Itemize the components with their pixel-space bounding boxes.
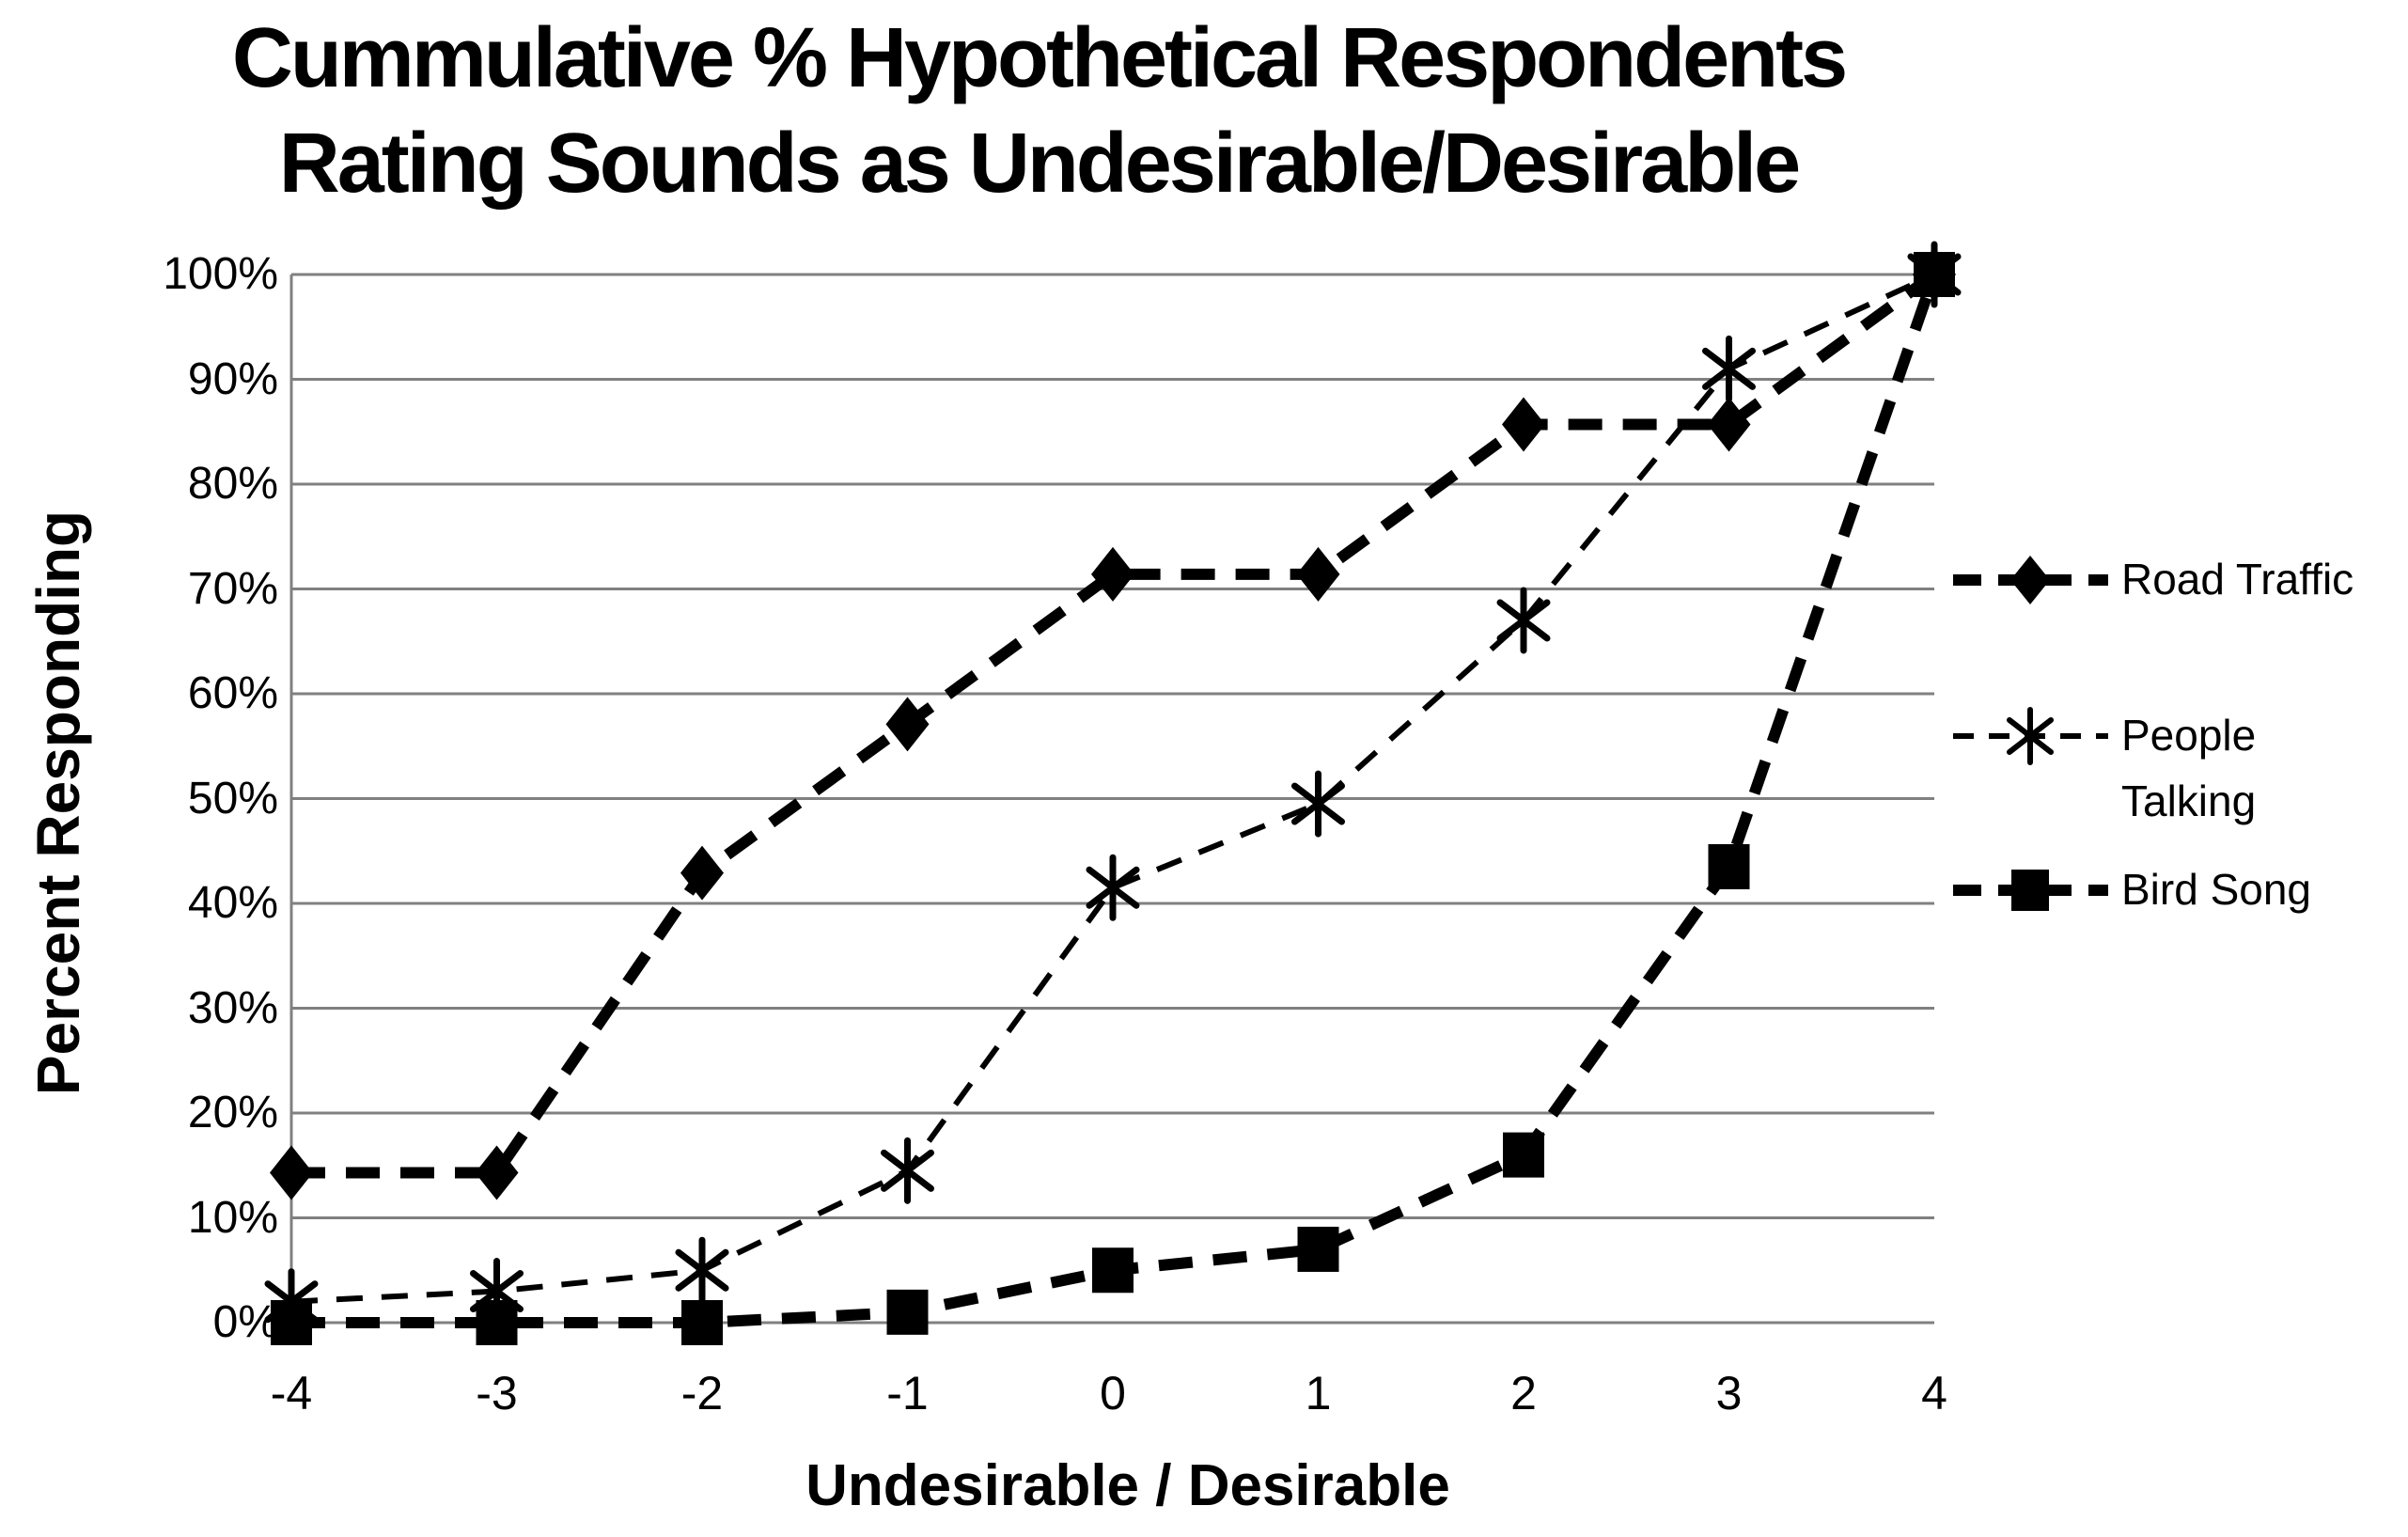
square-marker	[1914, 252, 1955, 297]
diamond-marker	[1296, 546, 1340, 602]
x-tick-3: 3	[1715, 1367, 1743, 1419]
chart-title: Cummulative % Hypothetical Respondents R…	[0, 6, 2077, 216]
diamond-marker	[680, 845, 724, 901]
asterisk-marker	[675, 1236, 729, 1304]
chart-title-line2: Rating Sounds as Undesirable/Desirable	[278, 117, 1801, 211]
x-tick-0: 0	[1100, 1367, 1126, 1419]
legend-item-road-traffic: Road Traffic	[1953, 546, 2353, 619]
asterisk-marker	[1291, 770, 1345, 838]
diamond-marker	[475, 1145, 519, 1200]
x-tick--3: -3	[476, 1367, 518, 1419]
legend-asterisk-sample-icon	[1953, 702, 2108, 775]
x-tick--2: -2	[680, 1367, 724, 1419]
y-tick-100pct: 100%	[163, 249, 278, 299]
y-tick-10pct: 10%	[187, 1192, 278, 1243]
diamond-marker	[1091, 546, 1134, 602]
diamond-marker	[1707, 397, 1751, 452]
square-marker	[271, 1300, 312, 1345]
square-marker	[1297, 1226, 1339, 1272]
legend-label-line: Bird Song	[2121, 865, 2312, 914]
y-tick-20pct: 20%	[187, 1088, 278, 1137]
y-tick-40pct: 40%	[187, 878, 278, 928]
y-tick-30pct: 30%	[187, 982, 278, 1033]
series-bird-song	[271, 252, 1955, 1345]
square-marker	[1708, 843, 1750, 889]
legend-label-line: People	[2121, 711, 2257, 760]
legend-item-bird-song: Bird Song	[1953, 856, 2311, 929]
legend-label-people-talking: People Talking	[2121, 702, 2256, 834]
gridlines	[289, 273, 1934, 1325]
y-tick-60pct: 60%	[187, 668, 278, 718]
series-people-talking-line	[290, 272, 1936, 1305]
legend-label-line: Road Traffic	[2121, 555, 2354, 604]
diamond-marker	[885, 697, 930, 752]
square-marker	[886, 1289, 929, 1335]
diamond-marker	[1502, 397, 1545, 452]
asterisk-marker	[1496, 587, 1551, 654]
legend-label-road-traffic: Road Traffic	[2121, 546, 2353, 612]
square-marker	[1503, 1132, 1544, 1178]
chart-title-line1: Cummulative % Hypothetical Respondents	[231, 11, 1848, 105]
legend-item-people-talking: People Talking	[1953, 702, 2256, 834]
series-people-talking	[264, 241, 1962, 1336]
x-tick-4: 4	[1921, 1367, 1947, 1419]
y-tick-80pct: 80%	[187, 459, 278, 509]
legend-label-line: Talking	[2121, 776, 2257, 825]
x-tick--1: -1	[886, 1367, 929, 1419]
diamond-marker	[270, 1145, 313, 1200]
series-road-traffic	[270, 247, 1956, 1200]
series-road-traffic-line	[291, 270, 1938, 1179]
legend-diamond-sample-icon	[1953, 546, 2108, 619]
legend-label-bird-song: Bird Song	[2121, 856, 2311, 922]
legend-square-sample-icon	[1953, 856, 2108, 929]
y-tick-50pct: 50%	[187, 773, 278, 823]
square-marker	[476, 1300, 518, 1345]
x-tick-2: 2	[1510, 1367, 1537, 1419]
x-tick-1: 1	[1305, 1367, 1332, 1419]
asterisk-marker	[1086, 854, 1140, 921]
y-tick-90pct: 90%	[187, 353, 278, 404]
x-tick--4: -4	[270, 1367, 313, 1419]
y-tick-70pct: 70%	[187, 563, 278, 614]
square-marker	[681, 1300, 723, 1345]
x-axis-title: Undesirable / Desirable	[805, 1453, 1450, 1518]
square-marker	[1092, 1247, 1134, 1294]
asterisk-marker	[1702, 335, 1756, 402]
asterisk-marker	[881, 1137, 934, 1204]
y-tick-0pct: 0%	[212, 1297, 278, 1347]
